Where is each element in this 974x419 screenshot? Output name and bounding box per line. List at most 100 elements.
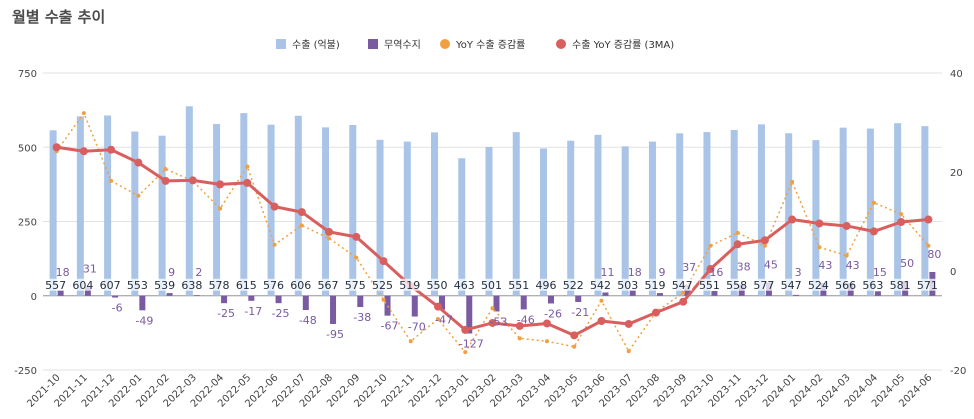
trade-balance-bar xyxy=(466,295,473,334)
legend-label: 수출 (억불) xyxy=(292,39,340,51)
yoy-point xyxy=(708,243,713,248)
trade-balance-bar xyxy=(439,295,446,310)
export-value-label: 550 xyxy=(427,279,448,292)
export-label-bg xyxy=(127,278,148,291)
trade-balance-label: -6 xyxy=(112,302,123,315)
export-value-label: 567 xyxy=(318,279,339,292)
yoy-point xyxy=(436,317,441,322)
export-bar xyxy=(485,146,493,296)
trade-balance-bar xyxy=(520,295,527,310)
yoy-point xyxy=(218,206,223,211)
trade-balance-label: 11 xyxy=(600,266,614,279)
export-bar xyxy=(730,130,738,296)
trade-balance-label: -26 xyxy=(544,307,562,320)
trade-balance-label: 31 xyxy=(83,263,97,276)
export-value-label: 551 xyxy=(699,279,720,292)
yoy-point xyxy=(626,349,631,354)
export-label-bg xyxy=(45,278,66,291)
export-label-bg xyxy=(535,278,556,291)
export-bar xyxy=(458,158,466,296)
trade-balance-label: 9 xyxy=(658,266,665,279)
trade-balance-label: 18 xyxy=(56,266,70,279)
yoy-3ma-point xyxy=(79,147,88,156)
export-value-label: 525 xyxy=(372,279,393,292)
export-bar xyxy=(894,123,902,296)
export-label-bg xyxy=(454,278,475,291)
trade-balance-bar xyxy=(629,290,636,296)
trade-balance-bar xyxy=(302,295,309,311)
export-value-label: 581 xyxy=(890,279,911,292)
export-label-bg xyxy=(672,278,693,291)
left-axis-tick-label: 250 xyxy=(18,218,37,229)
export-label-bg xyxy=(862,278,883,291)
export-label-bg xyxy=(181,278,202,291)
trade-balance-label: 43 xyxy=(846,259,860,272)
export-bar xyxy=(49,130,57,296)
export-value-label: 575 xyxy=(345,279,366,292)
export-bar xyxy=(866,128,874,296)
export-value-label: 547 xyxy=(781,279,802,292)
yoy-3ma-point xyxy=(216,180,225,189)
trade-balance-bar xyxy=(139,295,146,311)
export-value-label: 558 xyxy=(726,279,747,292)
export-value-label: 503 xyxy=(617,279,638,292)
trade-balance-label: -53 xyxy=(490,315,508,328)
export-value-label: 519 xyxy=(399,279,420,292)
export-label-bg xyxy=(290,278,311,291)
export-bar xyxy=(104,115,112,296)
yoy-3ma-point xyxy=(325,227,334,236)
export-bar xyxy=(594,134,602,296)
export-value-label: 496 xyxy=(535,279,556,292)
yoy-3ma-point xyxy=(107,145,116,154)
export-bar xyxy=(839,127,847,296)
trade-balance-label: -48 xyxy=(299,314,317,327)
left-axis-tick-label: -250 xyxy=(14,366,37,377)
yoy-3ma-point xyxy=(134,158,143,167)
export-bar xyxy=(757,124,765,296)
trade-balance-label: 18 xyxy=(628,266,642,279)
export-value-label: 553 xyxy=(127,279,148,292)
trade-balance-bar xyxy=(384,295,391,316)
export-label-bg xyxy=(563,278,584,291)
export-label-bg xyxy=(644,278,665,291)
trade-balance-bar xyxy=(193,295,200,296)
export-bar xyxy=(703,132,711,296)
trade-balance-label: -25 xyxy=(217,307,235,320)
export-bar xyxy=(349,124,357,296)
trade-balance-label: -46 xyxy=(517,313,535,326)
yoy-point xyxy=(735,230,740,235)
export-label-bg xyxy=(808,278,829,291)
trade-balance-bar xyxy=(493,295,500,312)
trade-balance-bar xyxy=(547,295,554,304)
yoy-point xyxy=(408,339,413,344)
right-axis-tick-label: -20 xyxy=(950,366,966,377)
trade-balance-bar xyxy=(84,286,91,296)
export-label-bg xyxy=(100,278,121,291)
legend-swatch xyxy=(276,39,286,49)
yoy-3ma-point xyxy=(869,227,878,236)
yoy-3ma-point xyxy=(651,308,660,317)
yoy-point xyxy=(681,290,686,295)
yoy-point xyxy=(354,255,359,260)
export-bar xyxy=(512,132,520,296)
export-label-bg xyxy=(835,278,856,291)
yoy-point xyxy=(81,111,86,116)
export-value-label: 522 xyxy=(563,279,584,292)
export-bar xyxy=(76,116,84,296)
yoy-3ma-point xyxy=(733,240,742,249)
export-value-label: 578 xyxy=(209,279,230,292)
yoy-3ma-point xyxy=(161,176,170,185)
yoy-3ma-point xyxy=(188,176,197,185)
yoy-point xyxy=(272,242,277,247)
trade-balance-label: 80 xyxy=(927,248,941,261)
yoy-point xyxy=(245,164,250,169)
yoy-3ma-point xyxy=(706,265,715,274)
yoy-point xyxy=(762,243,767,248)
export-label-bg xyxy=(590,278,611,291)
trade-balance-label: -49 xyxy=(135,314,153,327)
yoy-point xyxy=(463,350,468,355)
export-bar xyxy=(158,135,166,296)
trade-balance-label: -70 xyxy=(408,321,426,334)
yoy-point xyxy=(599,298,604,303)
trade-balance-bar xyxy=(602,292,609,296)
